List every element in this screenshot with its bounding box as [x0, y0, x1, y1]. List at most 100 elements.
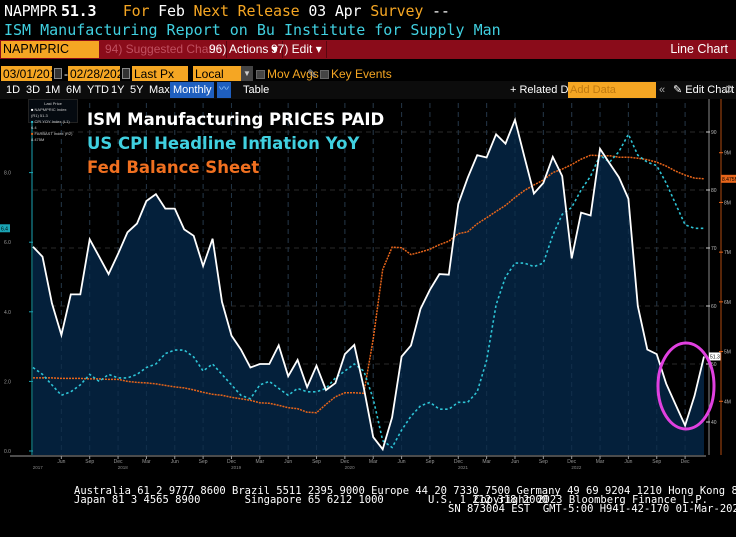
x-axis-label: Jun	[284, 459, 292, 465]
period-6m[interactable]: 6M	[66, 84, 82, 96]
date-separator: -	[64, 67, 68, 81]
mov-avgs-label[interactable]: Mov Avgs	[267, 67, 319, 81]
end-date-input[interactable]: 02/28/2023	[68, 66, 131, 82]
x-axis-label: Mar	[596, 459, 605, 465]
security-description: ISM Manufacturing Report on Bu Institute…	[4, 21, 501, 39]
frequency-select[interactable]: Monthly ▼	[170, 82, 214, 112]
add-data-input[interactable]: Add Data	[568, 82, 656, 98]
x-axis-label: Jun	[511, 459, 519, 465]
calendar-icon[interactable]	[54, 68, 62, 79]
left-axis-label: 6.0	[4, 240, 11, 246]
for-label: For	[122, 2, 150, 20]
x-axis-label: Dec	[681, 459, 690, 465]
x-year-label: 2019	[231, 465, 242, 470]
calendar-icon[interactable]	[122, 68, 130, 79]
line-chart-icon[interactable]: 〰	[217, 82, 231, 98]
x-axis-label: Dec	[567, 459, 576, 465]
security-header: NAPMPR 51.3 For Feb Next Release 03 Apr S…	[4, 1, 450, 21]
left-axis-label: 8.0	[4, 171, 11, 177]
series-ism-prices-paid	[32, 116, 705, 452]
view-title: Line Chart	[670, 42, 728, 56]
legend-entry: ■ FARBAST Index (R2) 8.475M	[31, 131, 73, 142]
x-year-label: 2022	[571, 465, 582, 470]
period-1m[interactable]: 1M	[45, 84, 61, 96]
function-toolbar: NAPMPRIC Index 94) Suggested Charts 96) …	[0, 40, 736, 73]
next-release-date: 03 Apr	[308, 2, 362, 20]
x-axis-label: Sep	[425, 459, 434, 465]
annotation-fed: Fed Balance Sheet	[87, 158, 260, 177]
x-year-label: 2017	[33, 465, 44, 470]
x-axis-label: Sep	[312, 459, 321, 465]
x-axis-label: Jun	[398, 459, 406, 465]
currency-select[interactable]: Local CCY	[193, 66, 241, 97]
right2-last-value-label: 8.475M	[722, 177, 736, 183]
series-fed-balance-sheet	[33, 154, 705, 414]
x-axis-label: Dec	[454, 459, 463, 465]
x-axis-label: Sep	[539, 459, 548, 465]
pencil-icon[interactable]: ✎	[307, 67, 318, 81]
chevron-down-icon[interactable]: ▼	[241, 66, 253, 82]
last-value: 51.3	[61, 2, 97, 20]
left-last-value-label: 6.4	[1, 226, 8, 232]
period: Feb	[158, 2, 185, 20]
period-1d[interactable]: 1D	[6, 84, 21, 96]
x-axis-label: Dec	[114, 459, 123, 465]
table-button[interactable]: Table	[243, 84, 270, 96]
x-axis-label: Mar	[142, 459, 151, 465]
footer: Australia 61 2 9777 8600 Brazil 5511 239…	[0, 486, 736, 536]
period-1y[interactable]: 1Y	[111, 84, 125, 96]
gear-icon[interactable]: ⚙	[724, 84, 734, 96]
right2-axis-label: 7M	[724, 250, 731, 256]
right1-last-value-badge	[709, 352, 721, 361]
next-release-label: Next Release	[193, 2, 300, 20]
legend-title: Last Price	[44, 101, 62, 106]
x-year-label: 2020	[345, 465, 356, 470]
start-date-input[interactable]: 03/01/2017	[1, 66, 64, 82]
footer-session: SN 873004 EST GMT-5:00 H941-42-170 01-Ma…	[448, 503, 736, 515]
ticker: NAPMPR	[4, 2, 57, 20]
right1-axis-label: 60	[711, 304, 717, 310]
x-axis-label: Sep	[199, 459, 208, 465]
right1-axis-label: 40	[711, 420, 717, 426]
key-events-checkbox[interactable]	[320, 70, 329, 79]
period-3d[interactable]: 3D	[26, 84, 41, 96]
related-data-button[interactable]: + Related Dat	[510, 84, 578, 96]
period-max[interactable]: Max	[149, 84, 170, 96]
right1-axis-label: 70	[711, 246, 717, 252]
x-axis-label: Dec	[340, 459, 349, 465]
right2-axis-label: 6M	[724, 300, 731, 306]
left-axis-label: 2.0	[4, 379, 11, 385]
line-chart: 0.0 2.0 4.0 6.0 8.0 6.4 40 50 60 70 80 90 51.3 4M 5M 6M…	[0, 99, 736, 470]
collapse-icon[interactable]: «	[659, 84, 666, 96]
mov-avgs-checkbox[interactable]	[256, 70, 265, 79]
period-5y[interactable]: 5Y	[130, 84, 144, 96]
security-input[interactable]: NAPMPRIC Index	[1, 41, 99, 73]
period-ytd[interactable]: YTD	[87, 84, 109, 96]
left-last-value-badge	[0, 224, 10, 233]
left-axis-label: 0.0	[4, 449, 11, 455]
key-events-label[interactable]: Key Events	[331, 67, 392, 81]
right2-axis-label: 4M	[724, 399, 731, 405]
x-year-label: 2018	[118, 465, 129, 470]
right1-axis-label: 90	[711, 130, 717, 136]
right2-axis-label: 5M	[724, 350, 731, 356]
right1-axis-label: 80	[711, 188, 717, 194]
right2-axis-label: 9M	[724, 151, 731, 157]
chart-controls: 03/01/2017 - 02/28/2023 Last Px Local CC…	[0, 63, 736, 97]
edit-menu[interactable]: 97) Edit ▾	[267, 41, 327, 58]
suggested-charts-button[interactable]: 94) Suggested Charts	[101, 41, 227, 58]
right1-axis-label: 50	[711, 362, 717, 368]
legend-entry: ■ CPI YOY Index (L1) 6.4	[31, 119, 70, 130]
actions-menu[interactable]: 96) Actions ▾	[205, 41, 283, 58]
x-axis-label: Mar	[256, 459, 265, 465]
footer-contacts-1: Australia 61 2 9777 8600 Brazil 5511 239…	[74, 485, 736, 497]
price-field-input[interactable]: Last Px	[132, 66, 188, 82]
x-axis-label: Jun	[171, 459, 179, 465]
survey-label: Survey	[370, 2, 424, 20]
right2-axis-label: 8M	[724, 200, 731, 206]
survey-value: --	[432, 2, 450, 20]
legend-entry: ■ NAPMPRIC Index (R1) 51.3	[31, 107, 67, 118]
footer-copyright: Copyright 2023 Bloomberg Finance L.P.	[474, 494, 708, 506]
x-axis-label: Sep	[85, 459, 94, 465]
edit-chart-button[interactable]: ✎ Edit Chart	[673, 84, 735, 96]
